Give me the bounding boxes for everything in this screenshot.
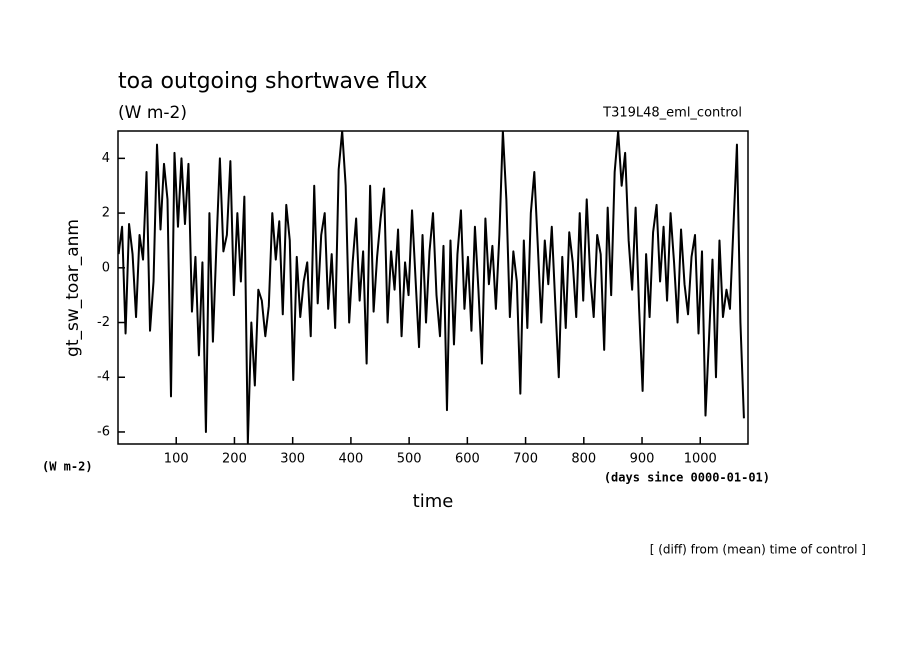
x-tick-label: 400 bbox=[338, 452, 363, 467]
x-tick-label: 200 bbox=[222, 452, 247, 467]
annotation: T319L48_eml_control bbox=[602, 106, 742, 121]
y-tick-label: 4 bbox=[102, 151, 110, 166]
x-tick-label: 900 bbox=[630, 452, 655, 467]
footnote: [ (diff) from (mean) time of control ] bbox=[650, 543, 866, 557]
x-tick-label: 800 bbox=[571, 452, 596, 467]
x-tick-label: 100 bbox=[164, 452, 189, 467]
y-tick-label: -2 bbox=[97, 315, 110, 330]
x-tick-label: 1000 bbox=[684, 452, 717, 467]
x-tick-label: 300 bbox=[280, 452, 305, 467]
y-units: (W m-2) bbox=[42, 460, 93, 474]
chart-subtitle: (W m-2) bbox=[118, 103, 187, 123]
y-tick-label: 0 bbox=[102, 260, 110, 275]
y-axis-label: gt_sw_toar_anm bbox=[63, 219, 83, 357]
plot-frame bbox=[117, 130, 749, 445]
x-units: (days since 0000-01-01) bbox=[604, 471, 770, 485]
data-line bbox=[118, 131, 745, 444]
y-tick-label: -4 bbox=[97, 370, 110, 385]
chart-title: toa outgoing shortwave flux bbox=[118, 69, 427, 94]
x-tick-label: 500 bbox=[397, 452, 422, 467]
y-tick-label: -6 bbox=[97, 424, 110, 439]
y-tick-label: 2 bbox=[102, 206, 110, 221]
x-axis-label: time bbox=[413, 491, 454, 512]
x-tick-label: 700 bbox=[513, 452, 538, 467]
x-tick-label: 600 bbox=[455, 452, 480, 467]
